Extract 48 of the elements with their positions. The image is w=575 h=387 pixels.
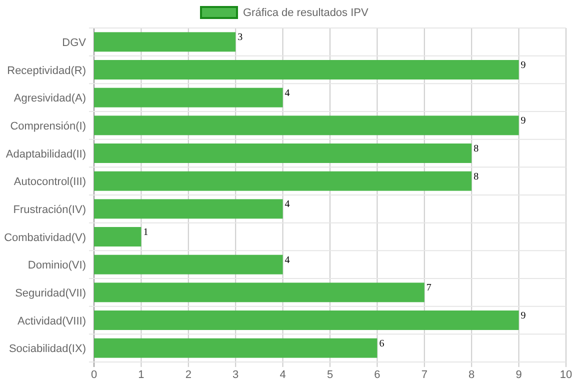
- data-label: 9: [520, 310, 526, 322]
- x-tick-label: 0: [90, 369, 98, 381]
- data-label: 1: [143, 227, 148, 238]
- data-label: 9: [520, 116, 526, 127]
- y-tick-label: Combatividad(V): [4, 232, 86, 244]
- y-tick-label: Actividad(VIII): [18, 315, 86, 328]
- bar: [94, 310, 519, 330]
- x-tick-label: 7: [421, 369, 428, 381]
- data-label: 4: [284, 199, 290, 210]
- data-label: 6: [379, 338, 384, 350]
- bar: [94, 144, 472, 163]
- y-tick-label: Comprensión(I): [10, 120, 86, 132]
- data-label: 7: [426, 282, 432, 294]
- x-tick-label: 1: [138, 369, 144, 381]
- bar: [94, 116, 519, 136]
- y-tick-label: Autocontrol(III): [14, 176, 86, 188]
- bar: [94, 227, 142, 246]
- y-tick-label: Sociabilidad(IX): [8, 343, 86, 356]
- legend-label: Gráfica de resultados IPV: [243, 7, 370, 19]
- x-tick-label: 4: [280, 369, 286, 381]
- x-tick-label: 10: [560, 369, 572, 381]
- x-tick-label: 6: [374, 369, 380, 381]
- x-tick-label: 2: [185, 369, 192, 381]
- y-tick-label: DGV: [62, 36, 87, 49]
- data-label: 8: [474, 144, 479, 155]
- bar: [94, 199, 283, 219]
- y-tick-label: Adaptabilidad(II): [6, 148, 86, 160]
- bar: [94, 254, 283, 274]
- x-tick-label: 9: [516, 369, 522, 381]
- bar: [94, 171, 472, 191]
- bar: [94, 60, 519, 80]
- x-tick-label: 5: [326, 369, 334, 381]
- data-label: 4: [284, 88, 290, 99]
- y-tick-label: Receptividad(R): [7, 64, 86, 77]
- y-tick-label: Seguridad(VII): [15, 287, 86, 300]
- x-tick-label: 8: [468, 369, 475, 381]
- y-tick-label: Dominio(VI): [28, 260, 86, 272]
- data-label: 9: [520, 60, 526, 72]
- bar: [94, 338, 378, 358]
- y-tick-label: Frustración(IV): [13, 204, 86, 216]
- data-label: 3: [238, 32, 243, 44]
- data-label: 8: [474, 171, 479, 182]
- bar: [94, 88, 283, 108]
- data-label: 4: [284, 254, 290, 266]
- y-tick-label: Agresividad(A): [14, 92, 86, 105]
- bar: [94, 282, 424, 302]
- x-tick-label: 3: [232, 369, 239, 381]
- bar: [94, 32, 236, 52]
